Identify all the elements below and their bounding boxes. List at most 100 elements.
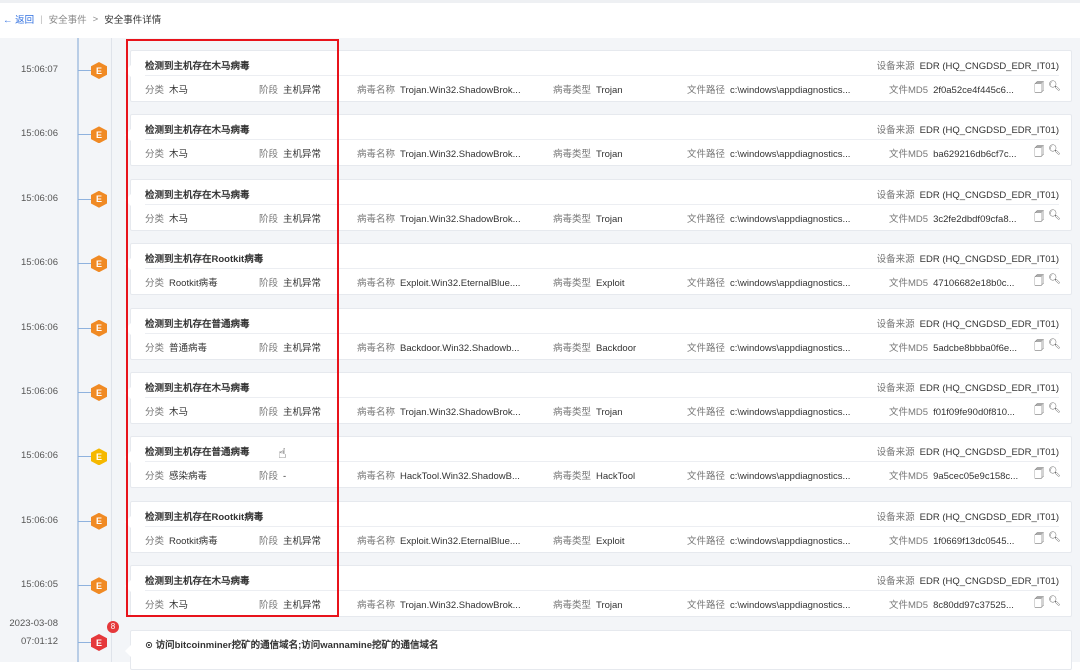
- virus-type-value: Exploit: [596, 278, 625, 290]
- event-card[interactable]: 检测到主机存在木马病毒 设备来源 EDR (HQ_CNGDSD_EDR_IT01)…: [125, 372, 1072, 424]
- copy-icon[interactable]: 🗍: [1034, 83, 1045, 94]
- file-path-value: c:\windows\appdiagnostics...: [730, 600, 851, 612]
- event-title: 检测到主机存在普通病毒: [145, 447, 250, 459]
- event-time: 07:01:12: [21, 636, 58, 647]
- stage-field: 阶段 主机异常: [259, 211, 321, 225]
- virus-type-value: Trojan: [596, 149, 623, 161]
- category-field: 分类 Rootkit病毒: [145, 275, 218, 289]
- search-icon[interactable]: 🔍︎: [1048, 467, 1061, 479]
- connector: [78, 585, 92, 587]
- file-path-label: 文件路径: [687, 600, 726, 612]
- event-card[interactable]: 检测到主机存在Rootkit病毒 设备来源 EDR (HQ_CNGDSD_EDR_…: [125, 243, 1072, 296]
- virus-name-field: 病毒名称 Trojan.Win32.ShadowBrok...: [357, 404, 521, 418]
- source-value: EDR (HQ_CNGDSD_EDR_IT01): [919, 61, 1059, 72]
- event-card[interactable]: 检测到主机存在普通病毒 设备来源 EDR (HQ_CNGDSD_EDR_IT01)…: [125, 307, 1072, 360]
- copy-icon[interactable]: 🗍: [1034, 405, 1045, 416]
- copy-icon[interactable]: 🗍: [1034, 598, 1045, 610]
- md5-label: 文件MD5: [889, 342, 929, 354]
- virus-type-value: Backdoor: [596, 342, 637, 354]
- virus-name-label: 病毒名称: [357, 278, 396, 290]
- timeline-event[interactable]: 15:06:06 E 检测到主机存在Rootkit病毒 设备来源 EDR (HQ_…: [0, 500, 1080, 553]
- file-path-label: 文件路径: [687, 278, 726, 290]
- file-path-value: c:\windows\appdiagnostics...: [730, 471, 851, 483]
- event-card[interactable]: 检测到主机存在Rootkit病毒 设备来源 EDR (HQ_CNGDSD_EDR_…: [125, 500, 1072, 553]
- timeline-event[interactable]: 15:06:05 E 检测到主机存在木马病毒 设备来源 EDR (HQ_CNGDS…: [0, 565, 1080, 618]
- source-field: 设备来源 EDR (HQ_CNGDSD_EDR_IT01): [877, 58, 1059, 72]
- md5-value: 3c2fe2dbdf09cfa8...: [933, 213, 1017, 225]
- event-card[interactable]: 检测到主机存在木马病毒 设备来源 EDR (HQ_CNGDSD_EDR_IT01)…: [125, 50, 1072, 102]
- severity-hex-icon: E: [91, 577, 107, 595]
- source-label: 设备来源: [876, 61, 915, 72]
- copy-icon[interactable]: 🗍: [1034, 340, 1045, 352]
- stage-value: 主机异常: [283, 278, 322, 290]
- source-label: 设备来源: [876, 511, 915, 523]
- event-time: 15:06:06: [21, 386, 58, 397]
- event-card[interactable]: ⊙ 访问bitcoinminer挖矿的通信域名;访问wannamine挖矿的通信…: [125, 630, 1072, 670]
- category-label: 分类: [145, 535, 165, 547]
- copy-icon[interactable]: 🗍: [1034, 276, 1045, 288]
- virus-type-label: 病毒类型: [553, 535, 592, 547]
- copy-icon[interactable]: 🗍: [1034, 147, 1045, 159]
- breadcrumb-security-events[interactable]: 安全事件: [48, 15, 87, 26]
- file-path-value: c:\windows\appdiagnostics...: [730, 213, 851, 225]
- event-date: 2023-03-08: [9, 618, 58, 629]
- file-path-value: c:\windows\appdiagnostics...: [730, 407, 851, 418]
- stage-label: 阶段: [259, 278, 279, 290]
- virus-name-value: Exploit.Win32.EternalBlue....: [400, 535, 521, 547]
- source-label: 设备来源: [876, 447, 915, 459]
- md5-label: 文件MD5: [889, 85, 929, 96]
- event-card[interactable]: 检测到主机存在木马病毒 设备来源 EDR (HQ_CNGDSD_EDR_IT01)…: [125, 565, 1072, 618]
- copy-icon[interactable]: 🗍: [1034, 533, 1045, 545]
- timeline-event[interactable]: 15:06:07 E 检测到主机存在木马病毒 设备来源 EDR (HQ_CNGDS…: [0, 50, 1080, 102]
- category-value: 木马: [169, 213, 189, 225]
- severity-hex-icon: E: [91, 126, 107, 144]
- category-label: 分类: [145, 213, 165, 225]
- connector: [78, 456, 92, 458]
- event-card[interactable]: 检测到主机存在木马病毒 设备来源 EDR (HQ_CNGDSD_EDR_IT01)…: [125, 114, 1072, 167]
- copy-icon[interactable]: 🗍: [1034, 211, 1045, 223]
- event-card[interactable]: 检测到主机存在普通病毒 设备来源 EDR (HQ_CNGDSD_EDR_IT01)…: [125, 436, 1072, 489]
- timeline-event[interactable]: 15:06:06 E 检测到主机存在普通病毒 设备来源 EDR (HQ_CNGDS…: [0, 436, 1080, 489]
- virus-type-value: Trojan: [596, 213, 623, 225]
- timeline-event[interactable]: 15:06:06 E 检测到主机存在Rootkit病毒 设备来源 EDR (HQ_…: [0, 243, 1080, 296]
- search-icon[interactable]: 🔍︎: [1048, 209, 1061, 221]
- search-icon[interactable]: 🔍︎: [1048, 81, 1061, 92]
- search-icon[interactable]: 🔍︎: [1048, 596, 1061, 608]
- event-time: 15:06:05: [21, 579, 58, 591]
- search-icon[interactable]: 🔍︎: [1048, 403, 1061, 414]
- category-value: 木马: [169, 600, 189, 612]
- source-field: 设备来源 EDR (HQ_CNGDSD_EDR_IT01): [877, 380, 1059, 394]
- connector: [78, 134, 92, 136]
- source-field: 设备来源 EDR (HQ_CNGDSD_EDR_IT01): [877, 444, 1059, 458]
- md5-label: 文件MD5: [889, 471, 929, 483]
- event-card[interactable]: 检测到主机存在木马病毒 设备来源 EDR (HQ_CNGDSD_EDR_IT01)…: [125, 178, 1072, 231]
- event-title: 检测到主机存在木马病毒: [145, 576, 250, 588]
- connector: [78, 198, 92, 200]
- virus-name-field: 病毒名称 Trojan.Win32.ShadowBrok...: [357, 597, 521, 611]
- file-path-label: 文件路径: [687, 149, 726, 161]
- expand-icon[interactable]: ⊙: [145, 640, 153, 651]
- timeline-event[interactable]: 15:06:06 E 检测到主机存在普通病毒 设备来源 EDR (HQ_CNGDS…: [0, 307, 1080, 360]
- copy-icon[interactable]: 🗍: [1034, 469, 1045, 481]
- search-icon[interactable]: 🔍︎: [1048, 531, 1061, 543]
- divider: [145, 397, 1059, 398]
- source-value: EDR (HQ_CNGDSD_EDR_IT01): [919, 576, 1059, 588]
- timeline-event[interactable]: 15:06:06 E 检测到主机存在木马病毒 设备来源 EDR (HQ_CNGDS…: [0, 178, 1080, 231]
- stage-value: 主机异常: [283, 342, 322, 354]
- source-field: 设备来源 EDR (HQ_CNGDSD_EDR_IT01): [877, 187, 1059, 201]
- back-link[interactable]: ← 返回: [3, 15, 35, 26]
- file-path-label: 文件路径: [687, 213, 726, 225]
- virus-type-label: 病毒类型: [553, 407, 592, 418]
- search-icon[interactable]: 🔍︎: [1048, 145, 1061, 157]
- stage-field: 阶段 主机异常: [259, 340, 321, 354]
- back-label: 返回: [15, 15, 35, 26]
- timeline-event-group[interactable]: 2023-03-08 07:01:12 E ⊙ 访问bitcoinminer挖矿…: [0, 614, 1080, 670]
- source-value: EDR (HQ_CNGDSD_EDR_IT01): [919, 189, 1059, 201]
- timeline-event[interactable]: 15:06:06 E 检测到主机存在木马病毒 设备来源 EDR (HQ_CNGDS…: [0, 114, 1080, 167]
- file-path-value: c:\windows\appdiagnostics...: [730, 149, 851, 161]
- search-icon[interactable]: 🔍︎: [1048, 338, 1061, 350]
- timeline-event[interactable]: 15:06:06 E 检测到主机存在木马病毒 设备来源 EDR (HQ_CNGDS…: [0, 372, 1080, 424]
- file-path-field: 文件路径 c:\windows\appdiagnostics...: [687, 533, 850, 547]
- search-icon[interactable]: 🔍︎: [1048, 274, 1061, 286]
- stage-value: 主机异常: [283, 85, 322, 96]
